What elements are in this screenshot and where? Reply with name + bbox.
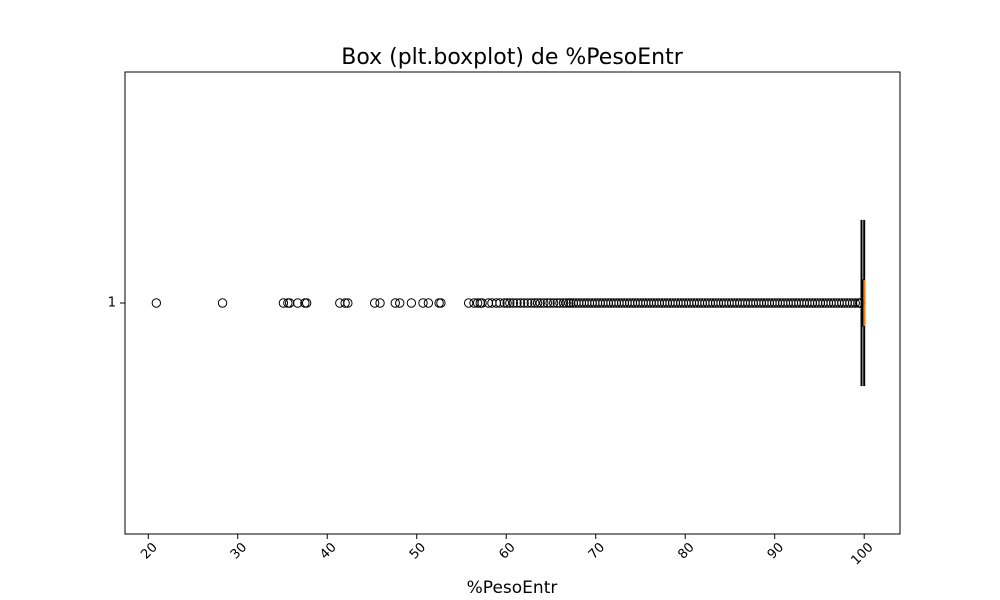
flier-point <box>472 298 483 308</box>
flier-point <box>278 298 289 308</box>
flier-point <box>499 298 510 308</box>
flier-point <box>369 298 380 308</box>
y-axis: 1 <box>108 296 125 311</box>
x-axis: 20 30 40 50 60 70 80 90 100 <box>138 534 877 568</box>
plot-area <box>151 219 866 387</box>
flier-point <box>545 298 555 308</box>
flier-point <box>508 298 519 308</box>
flier-point <box>418 298 428 308</box>
flier-point <box>526 298 536 308</box>
flier-point <box>535 298 545 308</box>
flier-point <box>217 298 228 308</box>
flier-point <box>495 298 505 308</box>
flier-point <box>375 298 385 308</box>
flier-point <box>301 298 312 308</box>
flier-point <box>293 298 303 308</box>
flier-point <box>530 298 540 308</box>
flier-point <box>523 298 533 308</box>
chart-title: Box (plt.boxplot) de %PesoEntr <box>341 45 683 70</box>
flier-point <box>395 298 405 308</box>
y-tick-label: 1 <box>108 296 116 311</box>
flier-point <box>561 298 571 308</box>
flier-point <box>539 298 549 308</box>
flier-point <box>555 298 565 308</box>
flier-point <box>542 298 553 308</box>
flier-point <box>423 298 434 308</box>
flier-point <box>340 298 350 308</box>
flier-point <box>558 298 569 308</box>
flier-point <box>515 298 526 308</box>
flier-point <box>406 298 417 308</box>
flier-point <box>519 298 529 308</box>
flier-point <box>151 298 162 308</box>
flier-point <box>552 298 562 308</box>
flier-point <box>436 298 446 308</box>
flier-point <box>512 298 522 308</box>
flier-point <box>463 298 474 308</box>
flier-point <box>502 298 512 308</box>
flier-point <box>477 298 487 308</box>
flier-point <box>343 298 353 308</box>
flier-point <box>850 298 860 308</box>
flier-point <box>548 298 559 308</box>
flier-point <box>505 298 515 308</box>
flier-point <box>390 298 400 308</box>
flier-point <box>532 298 543 308</box>
x-axis-label: %PesoEntr <box>467 578 558 598</box>
